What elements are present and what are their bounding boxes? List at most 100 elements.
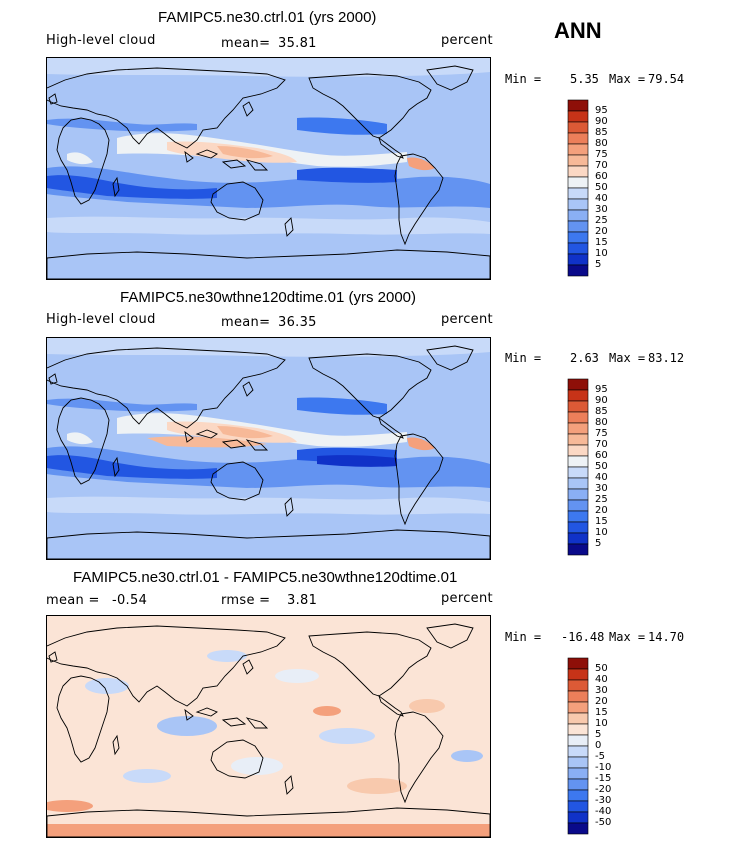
panel1-min-label: Min = bbox=[505, 72, 542, 86]
coastline bbox=[48, 373, 58, 385]
colorbar-tick-label: -20 bbox=[595, 784, 612, 795]
colorbar-box bbox=[567, 488, 589, 501]
colorbar-tick-label: 15 bbox=[595, 237, 608, 248]
contour-fill bbox=[347, 778, 407, 794]
coastline bbox=[184, 149, 269, 171]
colorbar-box bbox=[567, 422, 589, 435]
contour-fill bbox=[217, 426, 273, 439]
coastline bbox=[242, 381, 254, 397]
coastline bbox=[394, 433, 444, 526]
colorbar-box bbox=[567, 657, 589, 670]
contour-fill bbox=[47, 338, 490, 357]
contour-fill bbox=[47, 496, 490, 515]
colorbar-tick-label: 5 bbox=[595, 729, 602, 740]
contour-fill bbox=[47, 58, 490, 77]
colorbar-box bbox=[567, 690, 589, 703]
colorbar-tick-label: 90 bbox=[595, 116, 608, 127]
contour-fill bbox=[297, 397, 387, 415]
colorbar-box bbox=[567, 778, 589, 791]
colorbar-box bbox=[567, 789, 589, 802]
panel2-units: percent bbox=[441, 312, 493, 327]
contour-fill bbox=[47, 398, 197, 412]
colorbar-box bbox=[567, 712, 589, 725]
colorbar-box bbox=[567, 723, 589, 736]
panel1-units: percent bbox=[441, 33, 493, 48]
colorbar-box bbox=[567, 679, 589, 692]
panel2-max-value: 83.12 bbox=[648, 351, 685, 365]
panel2-title: FAMIPC5.ne30wthne120dtime.01 (yrs 2000) bbox=[120, 289, 416, 306]
contour-fill bbox=[47, 216, 490, 235]
contour-fill bbox=[451, 750, 483, 762]
colorbar-box bbox=[567, 231, 589, 244]
contour-fill bbox=[317, 455, 397, 467]
coastline bbox=[112, 734, 120, 756]
contour-fill bbox=[297, 167, 397, 183]
colorbar-tick-label: 80 bbox=[595, 417, 608, 428]
contour-fill bbox=[157, 716, 217, 736]
colorbar-tick-label: 10 bbox=[595, 718, 608, 729]
colorbar-box bbox=[567, 132, 589, 145]
colorbar-box bbox=[567, 121, 589, 134]
panel3-rmse-value: 3.81 bbox=[287, 593, 318, 608]
coastline bbox=[242, 659, 254, 675]
contour-fill bbox=[319, 728, 375, 744]
panel3-max-value: 14.70 bbox=[648, 630, 685, 644]
coastline bbox=[394, 153, 444, 246]
coastline bbox=[308, 73, 432, 139]
coastline bbox=[112, 176, 120, 198]
colorbar-tick-label: 50 bbox=[595, 461, 608, 472]
colorbar-tick-label: 50 bbox=[595, 663, 608, 674]
contour-fill bbox=[47, 118, 197, 132]
contour-fill bbox=[409, 699, 445, 713]
colorbar-tick-label: 95 bbox=[595, 384, 608, 395]
panel1-contour-map bbox=[46, 57, 491, 280]
colorbar-box bbox=[567, 198, 589, 211]
colorbar-tick-label: -5 bbox=[595, 751, 605, 762]
panel3-rmse-label: rmse = bbox=[221, 593, 271, 608]
colorbar-tick-label: -40 bbox=[595, 806, 612, 817]
coastline bbox=[184, 707, 269, 729]
panel3-mean-value: -0.54 bbox=[112, 593, 148, 608]
panel3-min-value: -16.48 bbox=[561, 630, 605, 644]
coastline bbox=[284, 775, 294, 795]
panel1-max-label: Max = bbox=[609, 72, 646, 86]
map-field bbox=[47, 338, 490, 559]
colorbar-box bbox=[567, 209, 589, 222]
contour-fill bbox=[217, 146, 273, 159]
coastline bbox=[48, 93, 58, 105]
coastline bbox=[47, 67, 286, 149]
coastline bbox=[426, 65, 474, 91]
contour-fill bbox=[407, 437, 435, 451]
colorbar-tick-label: 5 bbox=[595, 259, 602, 270]
colorbar-tick-label: 80 bbox=[595, 138, 608, 149]
panel3-units: percent bbox=[441, 591, 493, 606]
panel3-contour-map bbox=[46, 615, 491, 838]
coastline bbox=[284, 497, 294, 517]
contour-fill bbox=[123, 769, 171, 783]
coastline bbox=[48, 651, 58, 663]
coastline bbox=[426, 345, 474, 371]
colorbar-box bbox=[567, 734, 589, 747]
panel2-colorbar: 95 90 85 80 75 70 60 50 40 30 25 20 15 10 5 bbox=[567, 378, 627, 556]
contour-fill bbox=[47, 800, 93, 812]
colorbar-tick-label: -15 bbox=[595, 773, 612, 784]
colorbar-tick-label: 60 bbox=[595, 450, 608, 461]
colorbar-tick-label: 40 bbox=[595, 472, 608, 483]
colorbar-box bbox=[567, 822, 589, 835]
panel1-colorbar: 95 90 85 80 75 70 60 50 40 30 25 20 15 10 5 bbox=[567, 99, 627, 277]
panel1-mean-value: 35.81 bbox=[278, 36, 317, 51]
contour-fill bbox=[47, 824, 490, 837]
colorbar-tick-label: 15 bbox=[595, 707, 608, 718]
contour-fill bbox=[67, 432, 93, 445]
colorbar-box bbox=[567, 701, 589, 714]
colorbar-tick-label: 90 bbox=[595, 395, 608, 406]
colorbar-box bbox=[567, 433, 589, 446]
coastline bbox=[47, 347, 286, 429]
panel3-max-label: Max = bbox=[609, 630, 646, 644]
colorbar-box bbox=[567, 800, 589, 813]
coastline bbox=[308, 353, 432, 419]
coastline bbox=[47, 529, 490, 559]
contour-fill bbox=[47, 455, 217, 479]
panel1-title: FAMIPC5.ne30.ctrl.01 (yrs 2000) bbox=[158, 9, 377, 26]
coastline bbox=[47, 249, 490, 279]
